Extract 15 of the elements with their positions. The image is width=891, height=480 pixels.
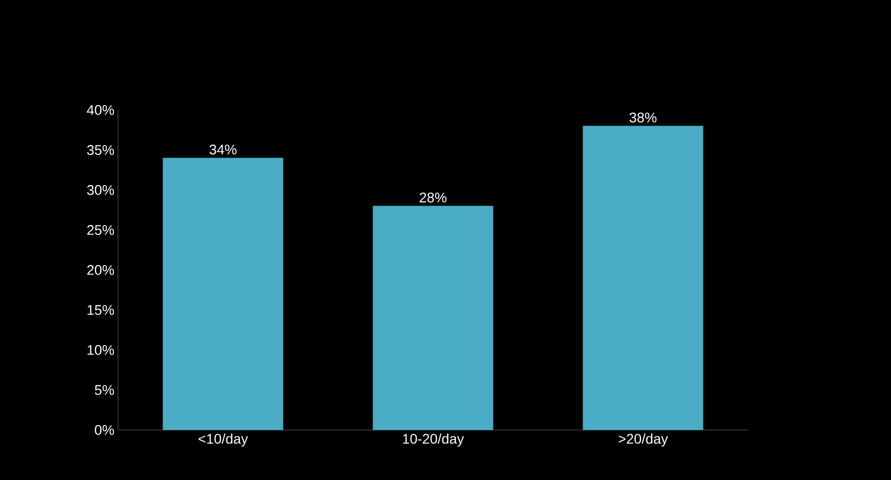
y-tick-label: 40% [86,105,114,115]
y-tick-label: 10% [88,345,114,355]
y-tick-label: 20% [87,265,114,275]
y-tick-label: 30% [87,185,114,195]
y-tick-label: 25% [87,225,114,235]
x-tick-label: >20/day [618,434,668,447]
x-tick-label: 10-20/day [403,434,464,447]
x-tick-label: <10/day [198,434,248,447]
data-label: 28% [420,192,446,202]
y-tick-label: 15% [88,305,114,315]
data-label: 38% [630,112,656,122]
data-label: 34% [210,144,236,154]
y-tick-label: 5% [94,385,114,395]
y-tick-label: 0% [94,425,114,435]
y-tick-label: 35% [87,145,114,155]
